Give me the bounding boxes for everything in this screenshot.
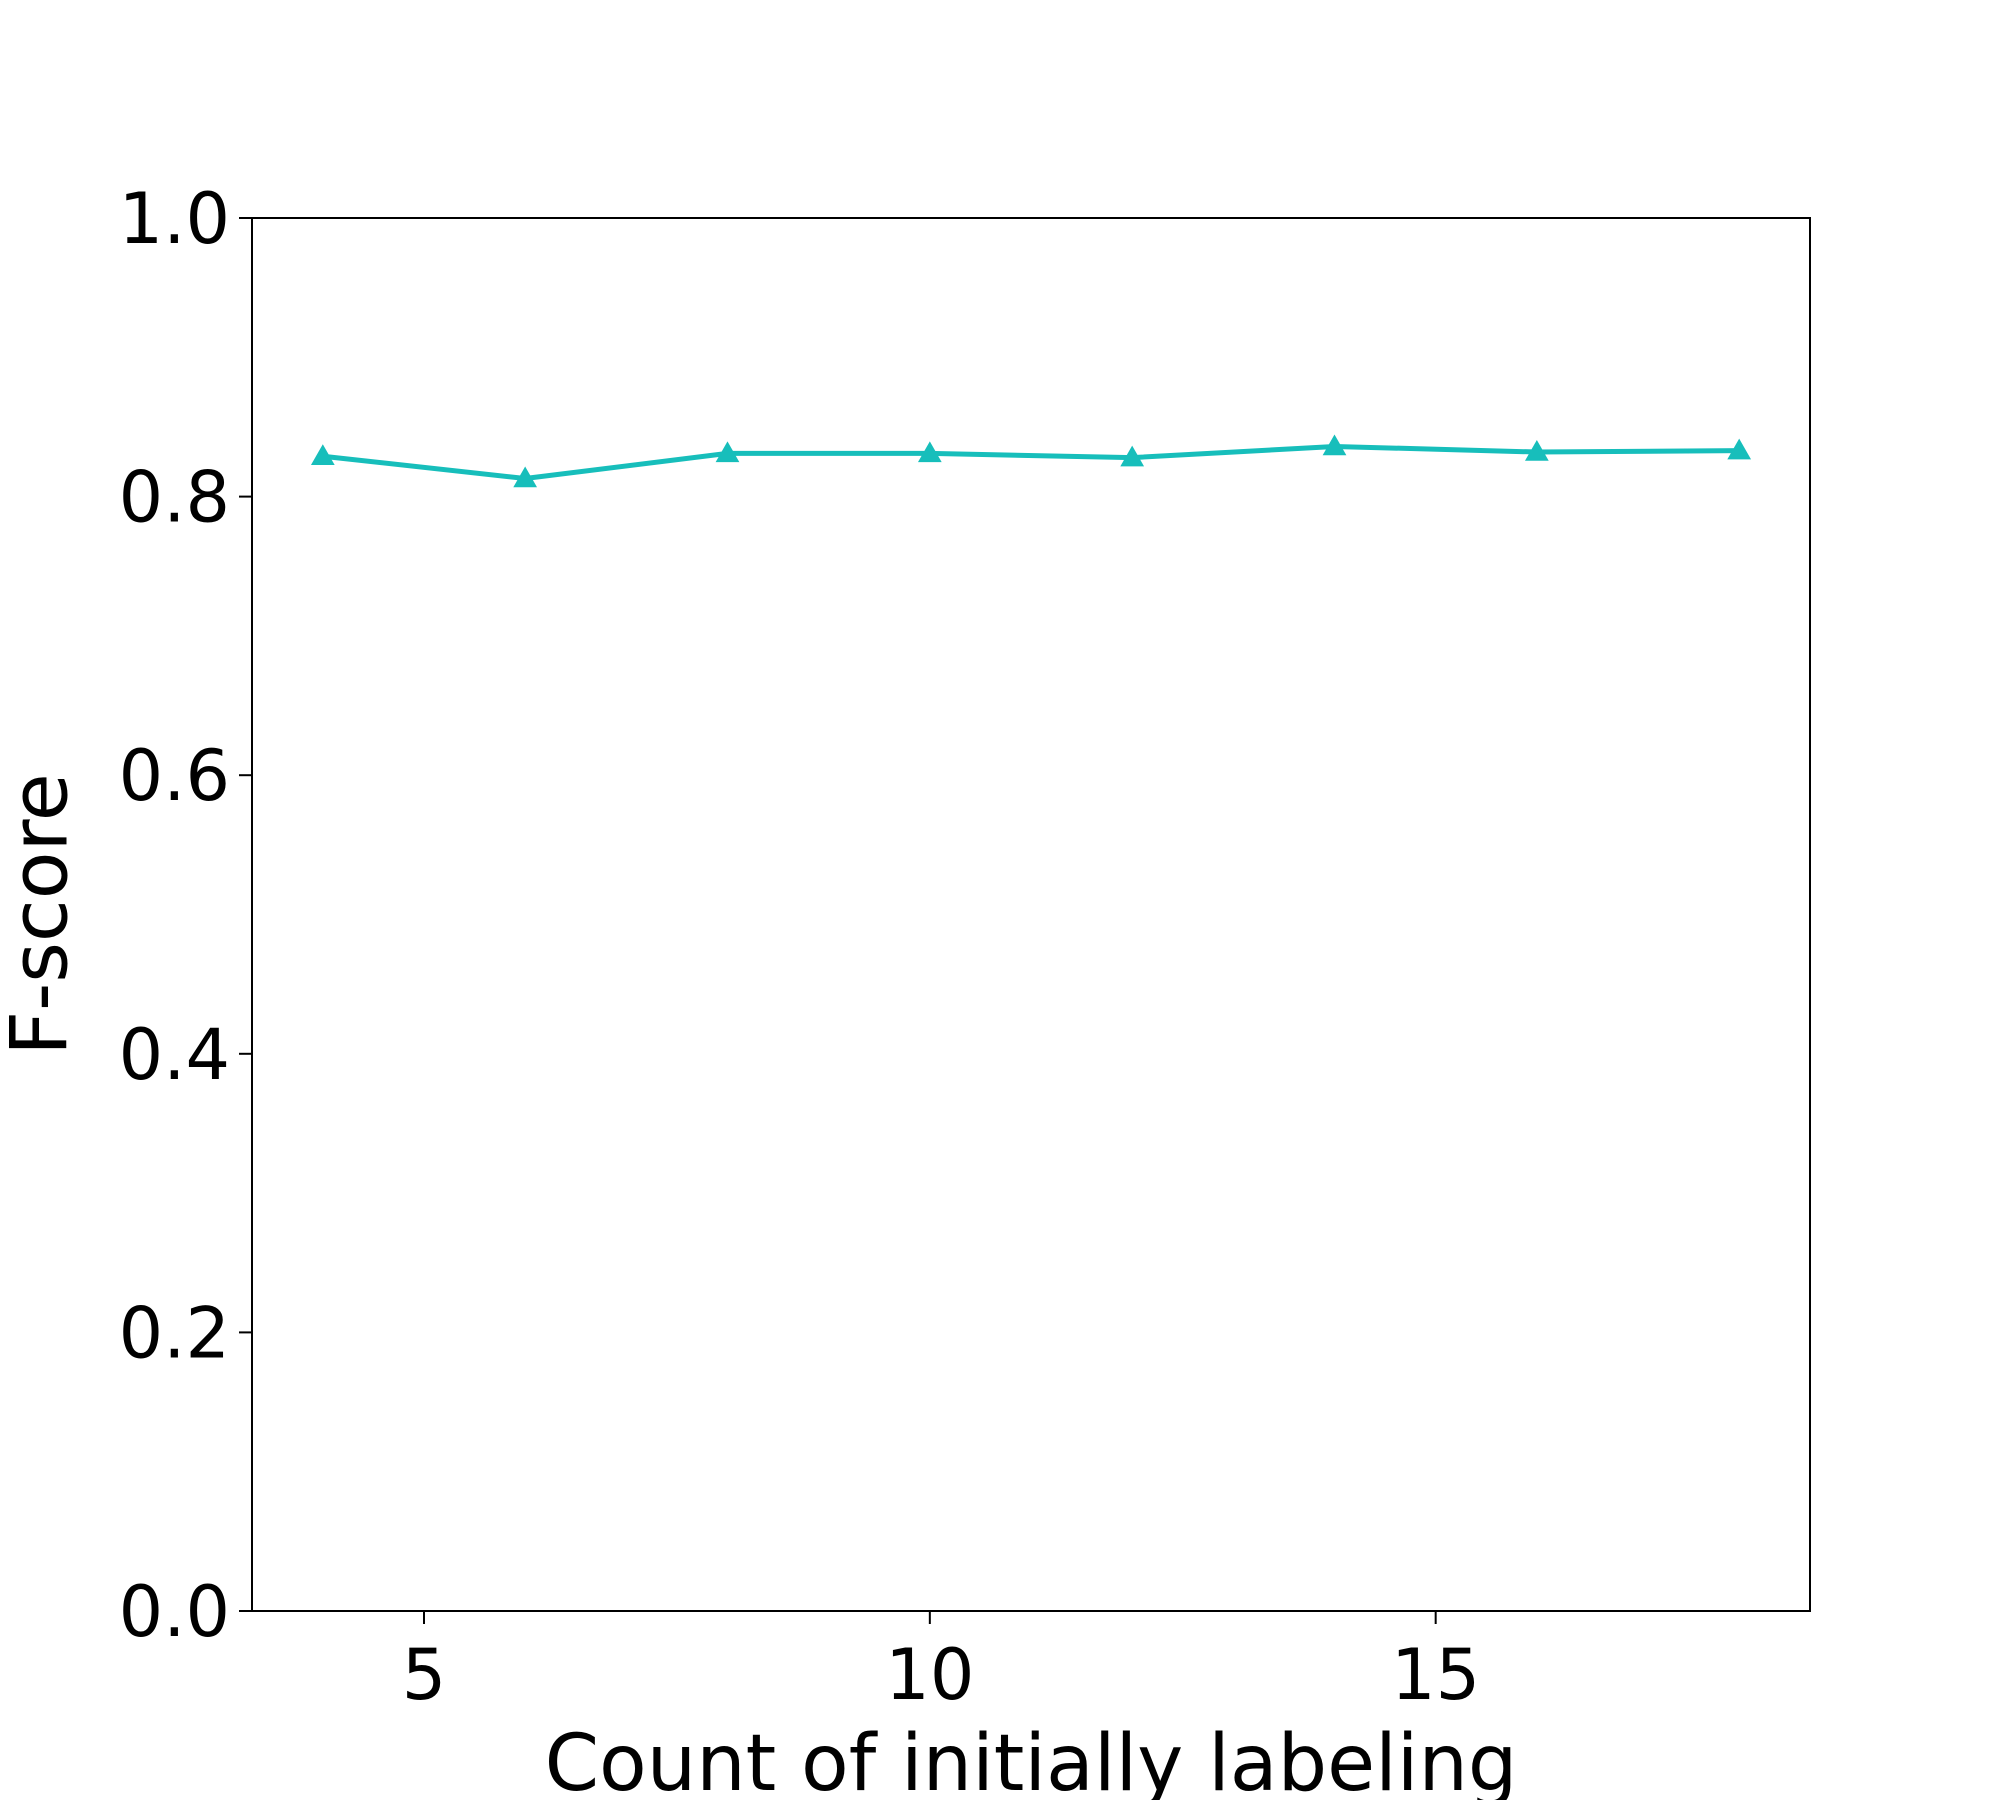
y-tick-label: 0.8 [119, 457, 230, 539]
y-axis: 0.0 0.2 0.4 0.6 0.8 1.0 [119, 178, 252, 1653]
data-point [1322, 434, 1347, 456]
x-axis-label: Count of initially labeling [545, 1719, 1518, 1800]
x-tick-label: 10 [885, 1634, 974, 1716]
data-point [1524, 440, 1549, 461]
plot-frame [251, 217, 1811, 1612]
data-point [1727, 438, 1752, 460]
x-tick-label: 15 [1391, 1634, 1480, 1716]
data-point [715, 441, 740, 463]
y-axis-label: F-score [0, 773, 85, 1056]
y-tick-label: 0.2 [119, 1292, 230, 1374]
x-tick-label: 5 [402, 1634, 447, 1716]
data-point [310, 444, 335, 465]
y-tick-label: 0.6 [119, 735, 230, 817]
data-point [1120, 445, 1145, 467]
y-tick-label: 0.0 [119, 1571, 230, 1653]
y-tick-label: 1.0 [119, 178, 230, 260]
data-point [513, 466, 538, 488]
x-axis: 5 10 15 [402, 1611, 1480, 1716]
data-point [917, 441, 942, 463]
plot-series [310, 434, 1752, 488]
series-line [322, 443, 1740, 481]
y-tick-label: 0.4 [119, 1014, 230, 1096]
